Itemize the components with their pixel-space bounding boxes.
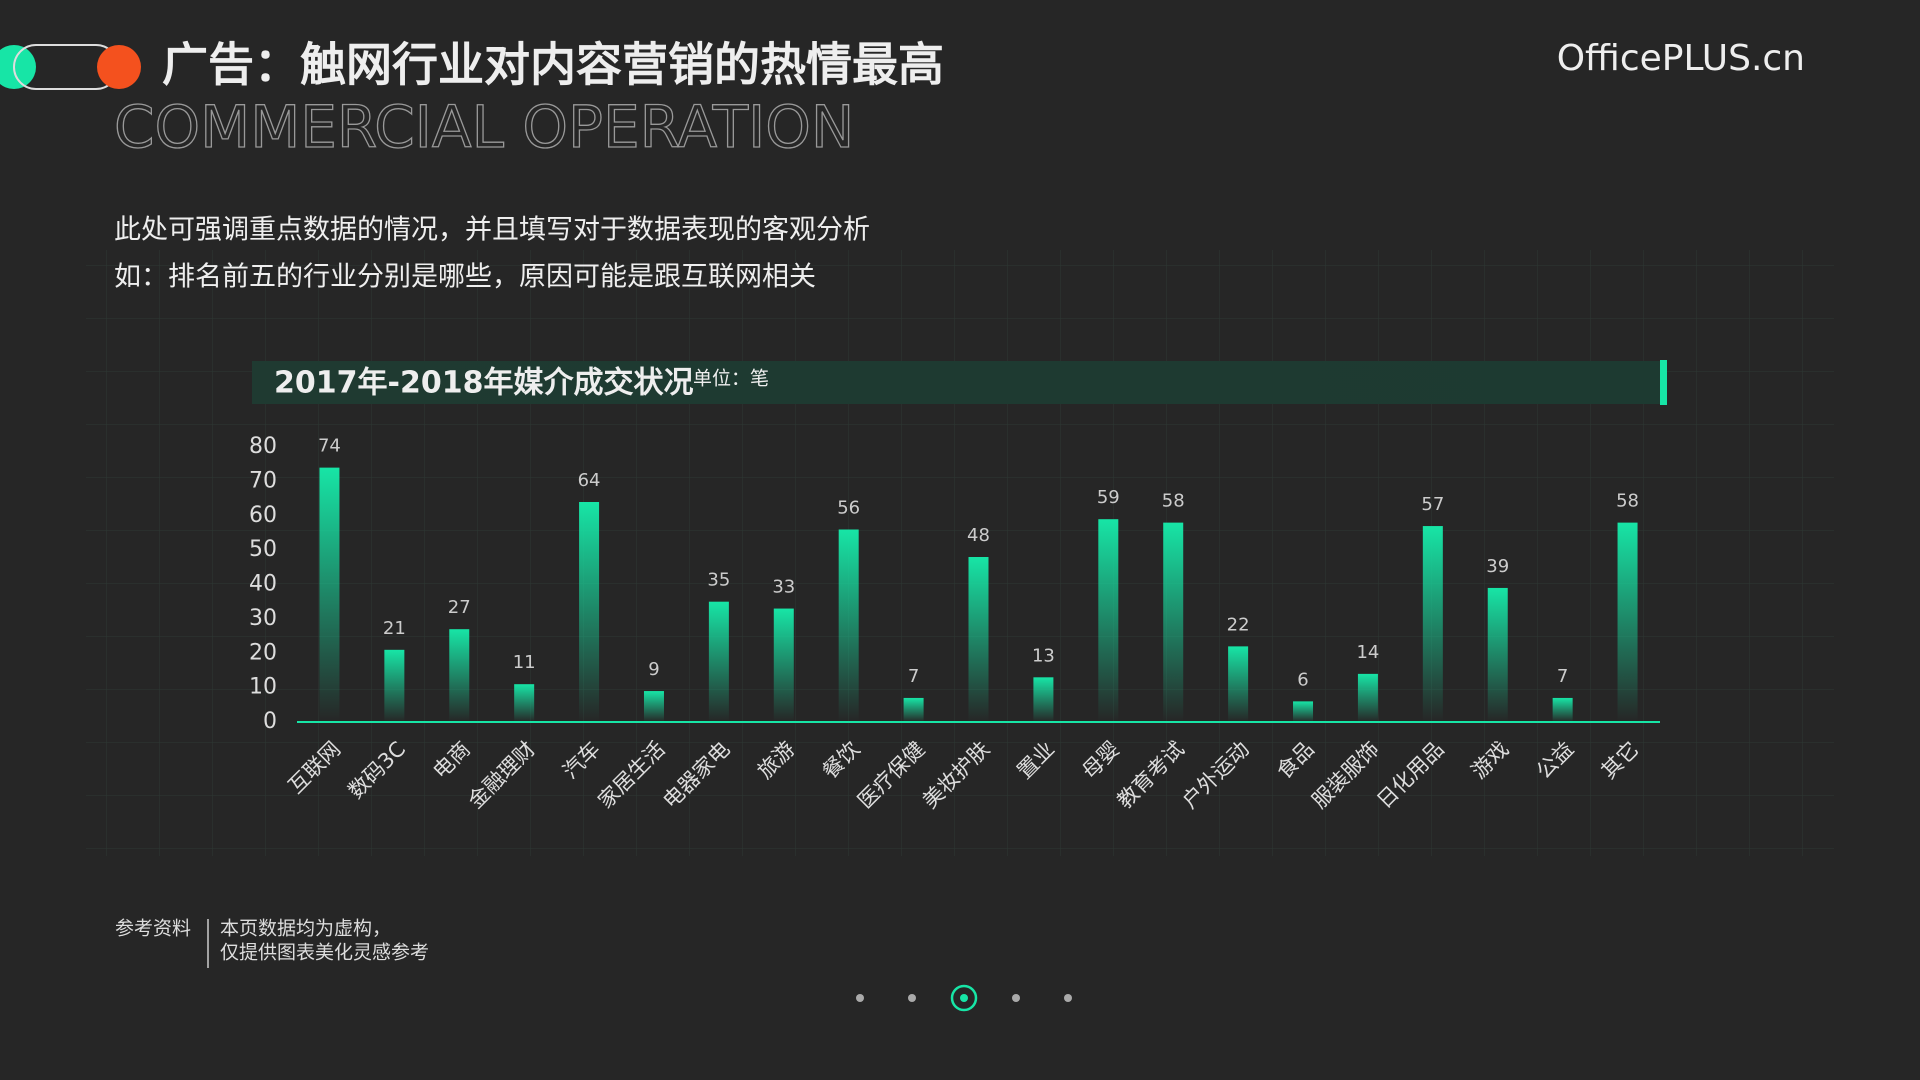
bar bbox=[1033, 677, 1054, 722]
value-label: 14 bbox=[1356, 642, 1379, 663]
page-dot[interactable] bbox=[908, 994, 916, 1002]
bar bbox=[773, 608, 794, 722]
background-grid bbox=[86, 250, 1834, 856]
page-title: 广告：触网行业对内容营销的热情最高 bbox=[162, 38, 944, 92]
value-label: 7 bbox=[1557, 666, 1568, 687]
bar bbox=[1163, 522, 1184, 722]
description-line: 如：排名前五的行业分别是哪些，原因可能是跟互联网相关 bbox=[114, 262, 816, 293]
bar bbox=[384, 649, 405, 722]
value-label: 39 bbox=[1486, 556, 1509, 577]
chart-title-bar bbox=[252, 361, 1664, 404]
value-label: 59 bbox=[1097, 487, 1120, 508]
chart-title-accent bbox=[1660, 360, 1667, 405]
bar bbox=[1357, 673, 1378, 722]
page-dot[interactable] bbox=[856, 994, 864, 1002]
footer-note: 仅提供图表美化灵感参考 bbox=[220, 942, 429, 964]
bar bbox=[1293, 701, 1314, 722]
bar bbox=[903, 697, 924, 722]
bar bbox=[579, 502, 600, 722]
logo-decoration bbox=[0, 44, 141, 90]
y-tick-label: 0 bbox=[263, 709, 277, 734]
bar bbox=[1487, 587, 1508, 722]
y-tick-label: 80 bbox=[249, 434, 277, 459]
page-dot-active-center bbox=[960, 994, 968, 1002]
bar bbox=[1552, 697, 1573, 722]
value-label: 58 bbox=[1616, 491, 1639, 512]
bar bbox=[643, 691, 664, 722]
bar bbox=[1228, 646, 1249, 722]
bar bbox=[838, 529, 859, 722]
chart-title: 2017年-2018年媒介成交状况 bbox=[274, 366, 693, 401]
value-label: 27 bbox=[448, 597, 471, 618]
y-tick-label: 70 bbox=[249, 468, 277, 493]
bar bbox=[1098, 519, 1119, 722]
value-label: 58 bbox=[1162, 491, 1185, 512]
value-label: 13 bbox=[1032, 645, 1055, 666]
bar bbox=[968, 557, 989, 722]
value-label: 9 bbox=[648, 659, 659, 680]
footer-note: 本页数据均为虚构， bbox=[220, 918, 391, 940]
value-label: 7 bbox=[908, 666, 919, 687]
bar bbox=[514, 684, 535, 722]
page-dot-active[interactable] bbox=[950, 984, 978, 1012]
page-subtitle: COMMERCIAL OPERATION bbox=[114, 93, 854, 161]
y-tick-label: 50 bbox=[249, 537, 277, 562]
value-label: 48 bbox=[967, 525, 990, 546]
bar bbox=[449, 629, 470, 722]
bar bbox=[708, 601, 729, 722]
brand: OfficePLUS.cn bbox=[1557, 38, 1805, 79]
footer-label: 参考资料 bbox=[115, 918, 191, 940]
value-label: 22 bbox=[1227, 614, 1250, 635]
value-label: 74 bbox=[318, 436, 341, 457]
bar bbox=[319, 467, 340, 722]
value-label: 33 bbox=[772, 577, 795, 598]
value-label: 21 bbox=[383, 618, 406, 639]
pager bbox=[856, 984, 1072, 1012]
page-dot[interactable] bbox=[1064, 994, 1072, 1002]
y-tick-label: 40 bbox=[249, 572, 277, 597]
value-label: 35 bbox=[707, 570, 730, 591]
page-dot[interactable] bbox=[1012, 994, 1020, 1002]
value-label: 11 bbox=[513, 652, 536, 673]
value-label: 56 bbox=[837, 498, 860, 519]
y-tick-label: 20 bbox=[249, 640, 277, 665]
y-tick-label: 10 bbox=[249, 675, 277, 700]
bar bbox=[1617, 522, 1638, 722]
value-label: 6 bbox=[1297, 669, 1308, 690]
y-tick-label: 60 bbox=[249, 503, 277, 528]
value-label: 57 bbox=[1421, 494, 1444, 515]
y-tick-label: 30 bbox=[249, 606, 277, 631]
description-line: 此处可强调重点数据的情况，并且填写对于数据表现的客观分析 bbox=[114, 215, 870, 246]
bar bbox=[1422, 526, 1443, 722]
value-label: 64 bbox=[578, 470, 601, 491]
chart-unit: 单位：笔 bbox=[693, 368, 769, 390]
